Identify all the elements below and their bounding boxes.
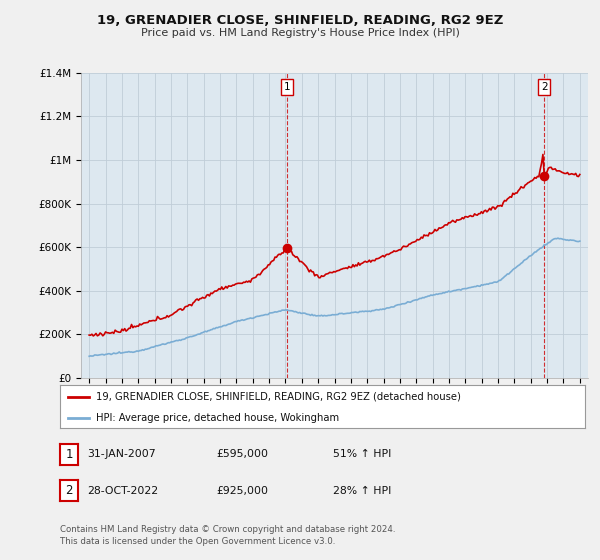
- Text: 1: 1: [283, 82, 290, 92]
- Text: £925,000: £925,000: [216, 486, 268, 496]
- Text: 51% ↑ HPI: 51% ↑ HPI: [333, 449, 391, 459]
- Text: 31-JAN-2007: 31-JAN-2007: [87, 449, 155, 459]
- Text: Price paid vs. HM Land Registry's House Price Index (HPI): Price paid vs. HM Land Registry's House …: [140, 28, 460, 38]
- Text: 19, GRENADIER CLOSE, SHINFIELD, READING, RG2 9EZ (detached house): 19, GRENADIER CLOSE, SHINFIELD, READING,…: [96, 391, 461, 402]
- Text: 2: 2: [65, 484, 73, 497]
- Text: 2: 2: [541, 82, 548, 92]
- Text: 28-OCT-2022: 28-OCT-2022: [87, 486, 158, 496]
- Text: 19, GRENADIER CLOSE, SHINFIELD, READING, RG2 9EZ: 19, GRENADIER CLOSE, SHINFIELD, READING,…: [97, 14, 503, 27]
- Text: 1: 1: [65, 447, 73, 461]
- Text: 28% ↑ HPI: 28% ↑ HPI: [333, 486, 391, 496]
- Text: Contains HM Land Registry data © Crown copyright and database right 2024.
This d: Contains HM Land Registry data © Crown c…: [60, 525, 395, 546]
- Text: £595,000: £595,000: [216, 449, 268, 459]
- Text: HPI: Average price, detached house, Wokingham: HPI: Average price, detached house, Woki…: [96, 413, 339, 423]
